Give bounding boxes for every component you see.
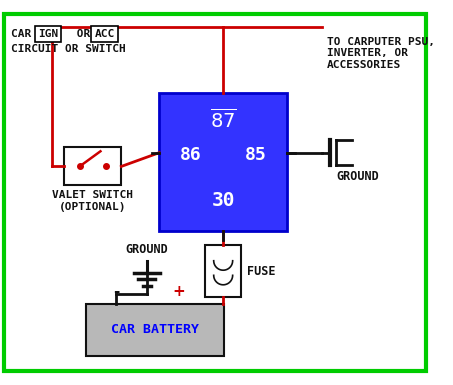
Text: GROUND: GROUND [125, 243, 168, 256]
Text: VALET SWITCH
(OPTIONAL): VALET SWITCH (OPTIONAL) [53, 190, 133, 212]
Text: 30: 30 [212, 191, 235, 210]
Bar [205, 245, 241, 297]
Text: 86: 86 [180, 146, 202, 164]
Text: GROUND: GROUND [337, 170, 379, 183]
Text: -: - [113, 284, 120, 299]
Text: IGN: IGN [38, 29, 58, 39]
Text: $\overline{87}$: $\overline{87}$ [210, 108, 236, 132]
Text: CAR: CAR [11, 29, 39, 39]
Bar [64, 147, 121, 186]
Bar [159, 94, 287, 231]
Text: CIRCUIT OR SWITCH: CIRCUIT OR SWITCH [11, 44, 126, 54]
Text: TO CARPUTER PSU,
INVERTER, OR
ACCESSORIES: TO CARPUTER PSU, INVERTER, OR ACCESSORIE… [327, 37, 435, 70]
Text: 85: 85 [245, 146, 266, 164]
Text: OR: OR [70, 29, 97, 39]
Text: FUSE: FUSE [247, 264, 275, 278]
Text: CAR BATTERY: CAR BATTERY [111, 323, 199, 336]
Text: +: + [172, 284, 185, 299]
Text: ACC: ACC [95, 29, 115, 39]
Bar [86, 304, 224, 356]
